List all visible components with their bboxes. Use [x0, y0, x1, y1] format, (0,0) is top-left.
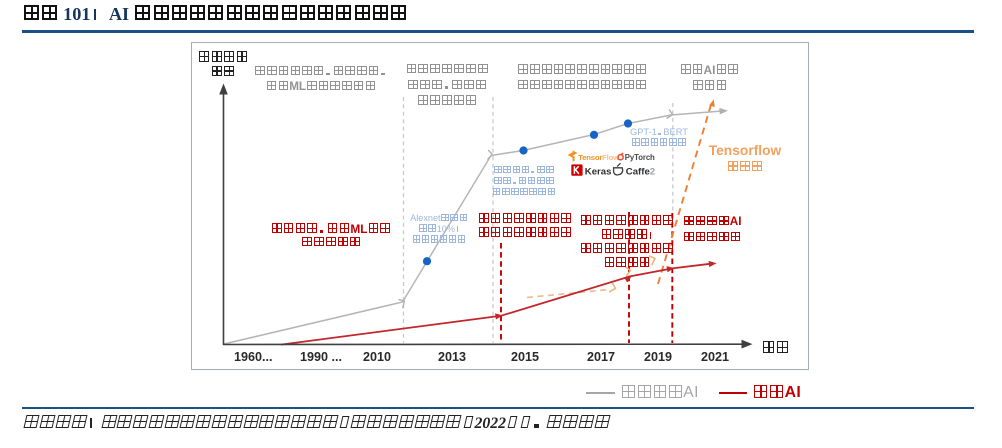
svg-text:PyTorch: PyTorch [625, 153, 655, 162]
svg-text:TensorFlow: TensorFlow [578, 153, 619, 162]
svg-text:Keras: Keras [585, 167, 612, 178]
svg-text:Caffe2: Caffe2 [626, 167, 655, 178]
